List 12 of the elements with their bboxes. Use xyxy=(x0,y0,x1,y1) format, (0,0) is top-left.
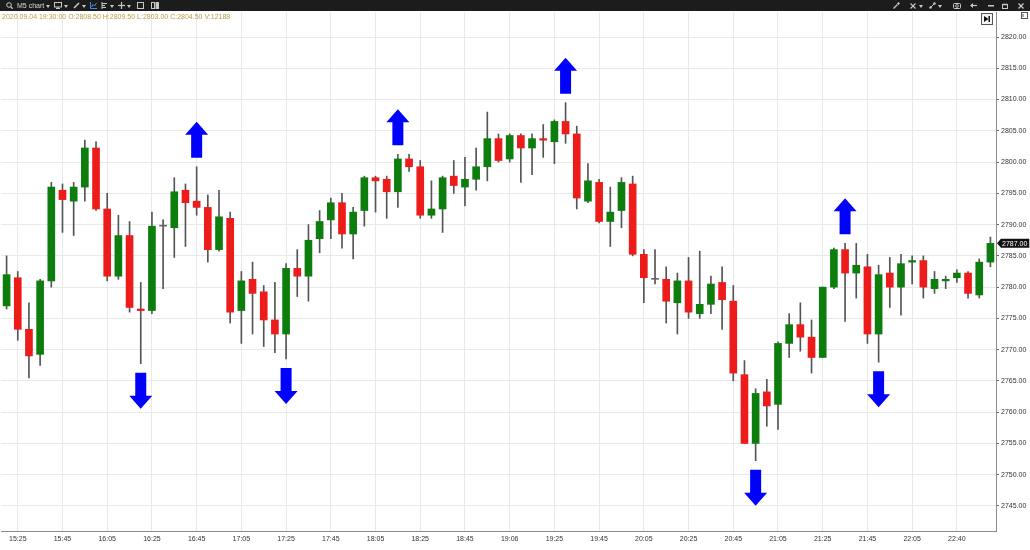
candlestick xyxy=(293,249,302,297)
candlestick xyxy=(695,250,704,319)
candlestick xyxy=(852,243,861,299)
candlestick xyxy=(651,249,659,285)
candlestick xyxy=(941,275,950,290)
candlestick xyxy=(606,186,615,247)
candlestick xyxy=(271,282,279,354)
candlestick xyxy=(908,255,916,285)
candlestick xyxy=(136,282,145,365)
candlestick xyxy=(539,124,548,158)
candlestick xyxy=(528,133,536,175)
candlestick xyxy=(461,157,469,207)
